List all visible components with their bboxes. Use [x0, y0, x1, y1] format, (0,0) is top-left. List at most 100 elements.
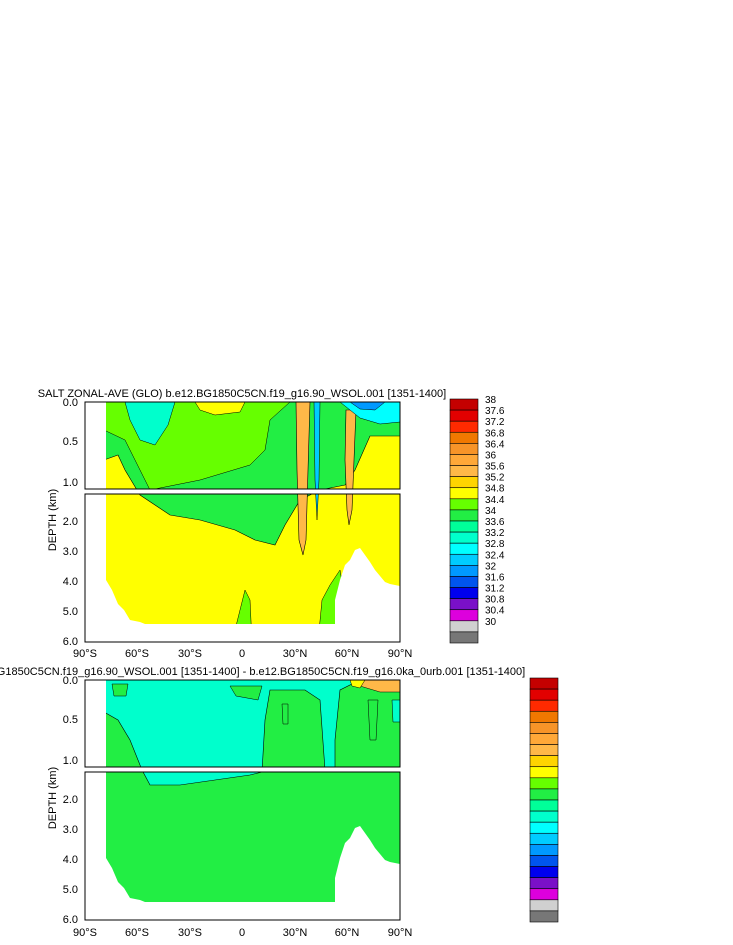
panel2-xtick-1: 60°S	[125, 927, 149, 939]
colorbar1-swatch	[449, 443, 479, 455]
panel1-ytick-2: 1.0	[63, 477, 78, 489]
colorbar1-label: 37.2	[485, 417, 505, 428]
panel2-xtick-0: 90°S	[73, 927, 97, 939]
colorbar1-swatch	[449, 498, 479, 511]
panel2-cyan-region	[103, 680, 361, 786]
colorbar2-swatch	[529, 899, 559, 912]
colorbar2-swatch	[529, 710, 559, 723]
colorbar2-swatch	[529, 821, 559, 834]
panel1-xtick-1: 60°S	[125, 648, 149, 660]
panel2-ytick-3: 2.0	[63, 794, 78, 806]
panel2-green-blob-3	[281, 703, 289, 725]
colorbar1-label: 38	[485, 395, 497, 406]
panel1-ylabel: DEPTH (km)	[47, 489, 59, 551]
panel2-green-blob-4	[367, 699, 379, 741]
panel2-xtick-4: 30°N	[283, 927, 308, 939]
panel1-orange-column-30n	[295, 402, 311, 556]
panel1-contour-field	[85, 402, 400, 642]
panel2-arctic-cyan	[391, 699, 400, 723]
colorbar2-swatch	[529, 844, 559, 856]
panel2-contour-field	[85, 680, 400, 920]
panel1-cyan-column	[313, 402, 321, 521]
panel1-cyan-tongue	[124, 402, 176, 446]
colorbar1-label: 31.2	[485, 584, 505, 595]
panel1-xtick-3: 0	[239, 648, 245, 660]
colorbar1-label: 37.6	[485, 406, 505, 417]
colorbar2-swatch	[529, 855, 559, 867]
panel1-xtick-6: 90°N	[388, 648, 413, 660]
colorbar1-label: 36	[485, 450, 497, 461]
colorbar1-label: 35.2	[485, 473, 505, 484]
panel2-xticks: 90°S 60°S 30°S 0 30°N 60°N 90°N	[73, 927, 412, 939]
panel2-ylabel: DEPTH (km)	[47, 767, 59, 829]
colorbar2-swatch	[529, 722, 559, 734]
colorbar1-label: 33.2	[485, 528, 505, 539]
colorbar1-swatch	[449, 576, 479, 588]
colorbar1-swatch	[449, 431, 479, 444]
colorbar1-swatch	[449, 398, 479, 411]
panel2-green-blob-1	[111, 683, 129, 697]
colorbar2-swatch	[529, 733, 559, 745]
colorbar2-swatch	[529, 788, 559, 801]
panel1-xtick-4: 30°N	[283, 648, 308, 660]
colorbar1-swatch	[449, 620, 479, 633]
colorbar1-label: 36.8	[485, 428, 505, 439]
colorbar1-swatch	[449, 587, 479, 599]
panel2-land-south	[85, 680, 335, 920]
panel2-xtick-6: 90°N	[388, 927, 413, 939]
colorbar1-swatch	[449, 598, 479, 611]
colorbar1-swatch	[449, 520, 479, 533]
colorbar2-swatch	[529, 810, 559, 823]
colorbar1-label: 32.8	[485, 539, 505, 550]
panel1-ytick-7: 6.0	[63, 636, 78, 648]
panel1-ytick-6: 5.0	[63, 606, 78, 618]
panel2-ytick-2: 1.0	[63, 755, 78, 767]
panel2-xtick-3: 0	[239, 927, 245, 939]
panel1-ytick-3: 2.0	[63, 516, 78, 528]
panel1-land-south	[85, 402, 232, 642]
colorbar1-label: 33.6	[485, 517, 505, 528]
panel1-arctic-blue	[349, 402, 386, 411]
colorbar1-swatch	[449, 531, 479, 544]
panel1-orange-column-60n	[344, 409, 357, 526]
colorbar-1: 3837.637.236.836.43635.635.234.834.43433…	[449, 395, 505, 644]
colorbar1-swatch	[449, 454, 479, 466]
panel2-ytick-0: 0.0	[63, 675, 78, 687]
colorbar1-label: 30.4	[485, 606, 505, 617]
colorbar1-label: 34.8	[485, 484, 505, 495]
panel1-ytick-0: 0.0	[63, 397, 78, 409]
colorbar1-label: 35.6	[485, 462, 505, 473]
colorbar2-swatch	[529, 699, 559, 712]
panel2-arctic-yellow	[349, 680, 366, 689]
colorbar1-swatch	[449, 565, 479, 577]
panel2-green-blob-2	[229, 685, 263, 701]
colorbar1-swatch	[449, 631, 479, 644]
colorbar1-swatch	[449, 409, 479, 422]
colorbar2-swatch	[529, 910, 559, 923]
panel2-xtick-5: 60°N	[335, 927, 360, 939]
colorbar2-swatch	[529, 877, 559, 890]
colorbar2-swatch	[529, 766, 559, 779]
colorbar2-swatch	[529, 677, 559, 690]
panel2-title: b.e12.BG1850C5CN.f19_g16.90_WSOL.001 [13…	[0, 666, 525, 678]
colorbar1-swatch	[449, 509, 479, 522]
colorbar1-swatch	[449, 609, 479, 622]
colorbar2-swatch	[529, 777, 559, 790]
colorbar1-swatch	[449, 542, 479, 555]
panel2-ytick-6: 5.0	[63, 884, 78, 896]
colorbar2-swatch	[529, 688, 559, 701]
colorbar2-swatch	[529, 832, 559, 845]
colorbar1-label: 34	[485, 506, 497, 517]
colorbar1-swatch	[449, 487, 479, 500]
panel2-ytick-7: 6.0	[63, 914, 78, 926]
panel1-yellow-patch	[194, 402, 246, 416]
colorbar1-label: 36.4	[485, 439, 505, 450]
panel1-xtick-2: 30°S	[178, 648, 202, 660]
colorbar1-label: 32.4	[485, 550, 505, 561]
panel1-ytick-1: 0.5	[63, 436, 78, 448]
colorbar1-label: 32	[485, 561, 497, 572]
panel2-xtick-2: 30°S	[178, 927, 202, 939]
panel2-land-north	[335, 826, 400, 920]
panel1-arctic-fresh	[339, 402, 400, 425]
